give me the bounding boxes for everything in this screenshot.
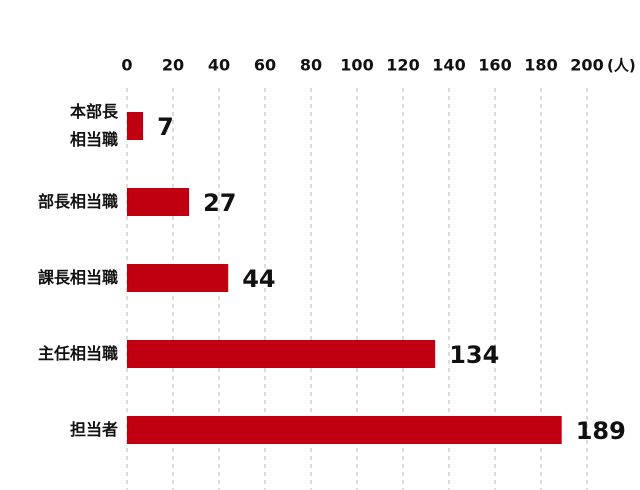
x-tick-label: 60 — [254, 56, 276, 75]
x-tick-label: 20 — [162, 56, 184, 75]
x-tick-label: 120 — [386, 56, 419, 75]
value-label: 189 — [576, 417, 626, 445]
bar — [127, 112, 144, 140]
x-tick-label: 80 — [300, 56, 322, 75]
y-tick-label: 担当者 — [69, 420, 118, 439]
x-tick-label: 40 — [208, 56, 230, 75]
value-label: 27 — [203, 189, 236, 217]
value-label: 44 — [242, 265, 275, 293]
y-tick-label: 部長相当職 — [37, 192, 118, 211]
x-tick-label: 100 — [340, 56, 373, 75]
value-label: 134 — [449, 341, 499, 369]
x-tick-label: 160 — [478, 56, 511, 75]
x-tick-label: 0 — [121, 56, 132, 75]
y-tick-label: 課長相当職 — [37, 268, 118, 287]
bar — [127, 264, 229, 292]
x-tick-label: 180 — [524, 56, 557, 75]
y-tick-label: 主任相当職 — [37, 344, 118, 363]
value-label: 7 — [157, 113, 174, 141]
x-unit: (人) — [607, 57, 636, 75]
y-tick-label: 本部長 相当職 — [69, 102, 118, 149]
x-tick-label: 200 — [570, 56, 603, 75]
bar — [127, 340, 436, 368]
bar — [127, 188, 190, 216]
x-tick-label: 140 — [432, 56, 465, 75]
bar — [127, 416, 562, 444]
